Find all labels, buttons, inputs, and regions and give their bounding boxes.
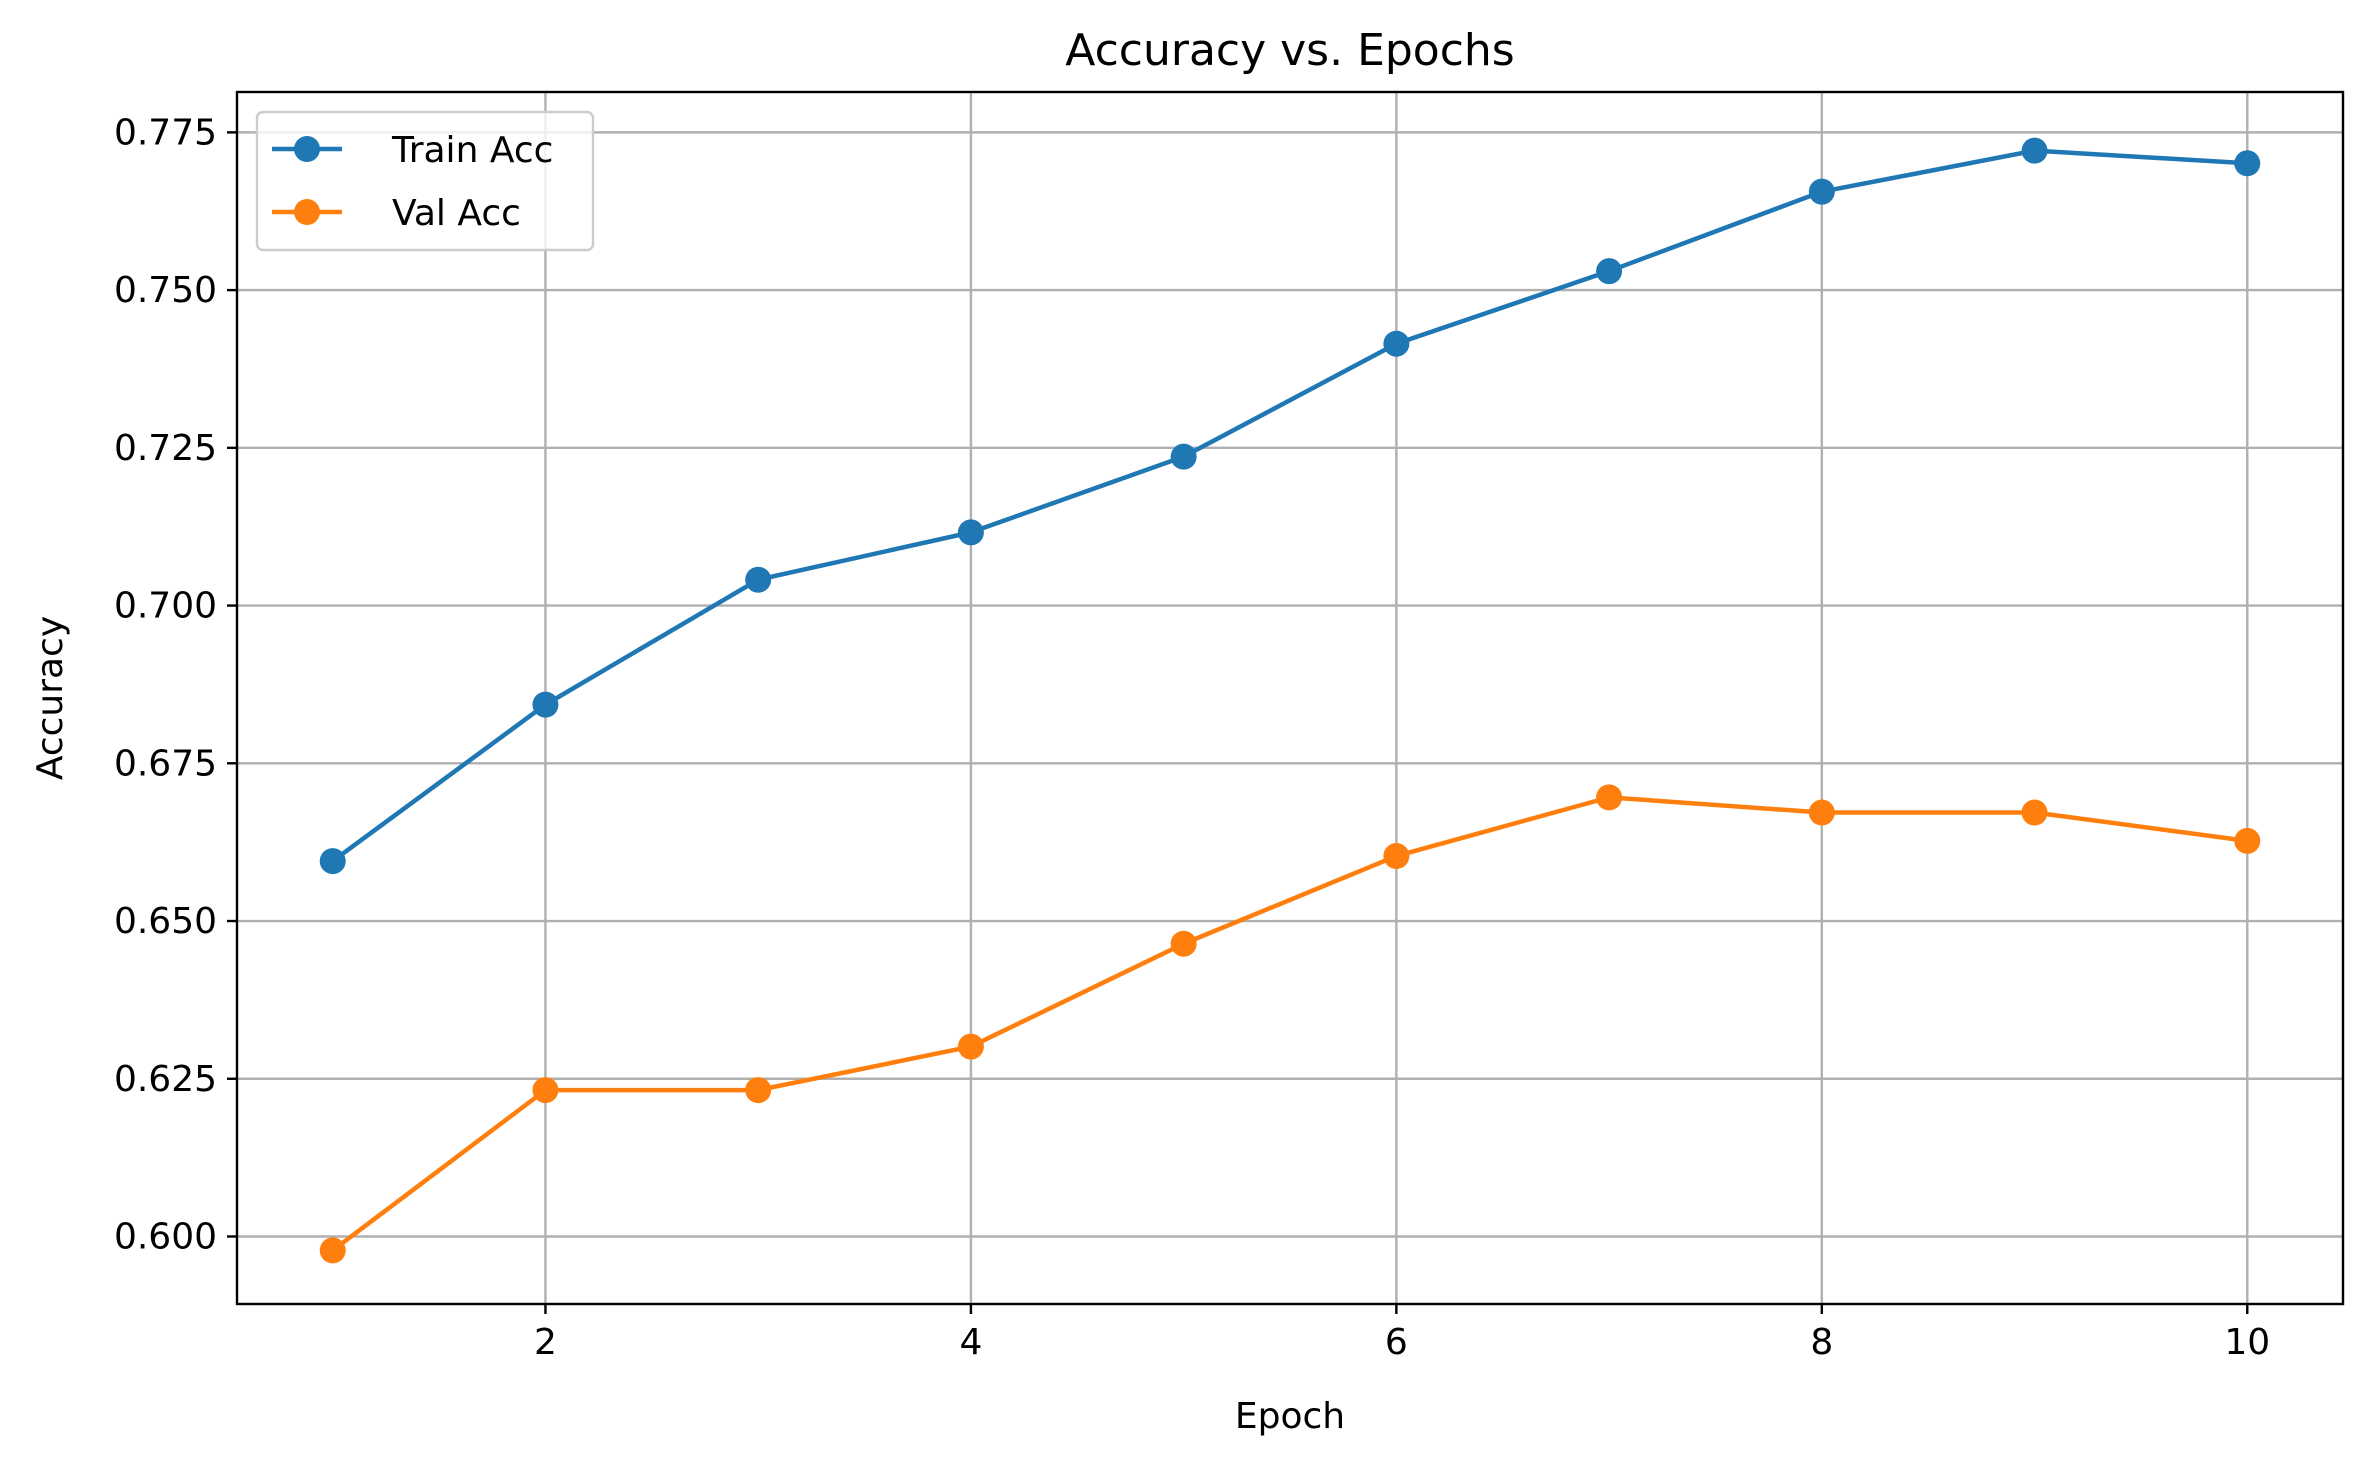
legend-marker-train-acc (294, 136, 320, 162)
data-point-train-acc (532, 691, 559, 718)
data-point-train-acc (745, 566, 772, 593)
data-point-train-acc (2021, 137, 2048, 164)
y-tick-label: 0.725 (114, 428, 217, 469)
y-tick-label: 0.700 (114, 586, 217, 627)
legend-marker-val-acc (294, 199, 320, 225)
grid (237, 92, 2343, 1304)
data-point-val-acc (1170, 930, 1197, 957)
y-axis-label: Accuracy (30, 616, 71, 780)
data-point-train-acc (1170, 443, 1197, 470)
series-line-val-acc (331, 795, 2248, 1253)
x-tick-label: 8 (1810, 1322, 1833, 1363)
chart-title: Accuracy vs. Epochs (1065, 25, 1514, 76)
data-point-val-acc (745, 1077, 772, 1104)
legend-label-train-acc: Train Acc (391, 130, 553, 171)
data-point-val-acc (532, 1077, 559, 1104)
data-point-train-acc (319, 848, 346, 875)
axis-ticks: 2 4 6 8 10 0.600 0.625 0.650 0.675 0.700 0.725 0.75… (114, 112, 2270, 1363)
data-point-val-acc (2021, 799, 2048, 826)
x-tick-label: 2 (534, 1322, 557, 1363)
series-layer (319, 137, 2261, 1264)
data-point-val-acc (1383, 843, 1410, 870)
data-point-val-acc (319, 1237, 346, 1264)
y-tick-label: 0.625 (114, 1059, 217, 1100)
y-tick-label: 0.775 (114, 112, 217, 153)
x-tick-label: 10 (2224, 1322, 2270, 1363)
y-tick-label: 0.750 (114, 270, 217, 311)
y-tick-label: 0.600 (114, 1216, 217, 1257)
plot-frame (235, 90, 2345, 1306)
data-point-train-acc (2234, 150, 2261, 177)
data-point-val-acc (957, 1033, 984, 1060)
data-point-val-acc (1596, 784, 1623, 811)
data-point-train-acc (1808, 178, 1835, 205)
legend-frame (255, 110, 595, 252)
x-tick-label: 4 (959, 1322, 982, 1363)
data-point-val-acc (2234, 827, 2261, 854)
y-tick-label: 0.650 (114, 901, 217, 942)
legend: Train Acc Val Acc (255, 110, 595, 252)
legend-label-val-acc: Val Acc (392, 193, 521, 234)
y-tick-label: 0.675 (114, 743, 217, 784)
data-point-train-acc (1596, 258, 1623, 285)
data-point-train-acc (957, 519, 984, 546)
x-axis-label: Epoch (1235, 1396, 1345, 1437)
data-point-val-acc (1808, 799, 1835, 826)
data-point-train-acc (1383, 330, 1410, 357)
x-tick-label: 6 (1385, 1322, 1408, 1363)
series-line-train-acc (331, 148, 2248, 863)
